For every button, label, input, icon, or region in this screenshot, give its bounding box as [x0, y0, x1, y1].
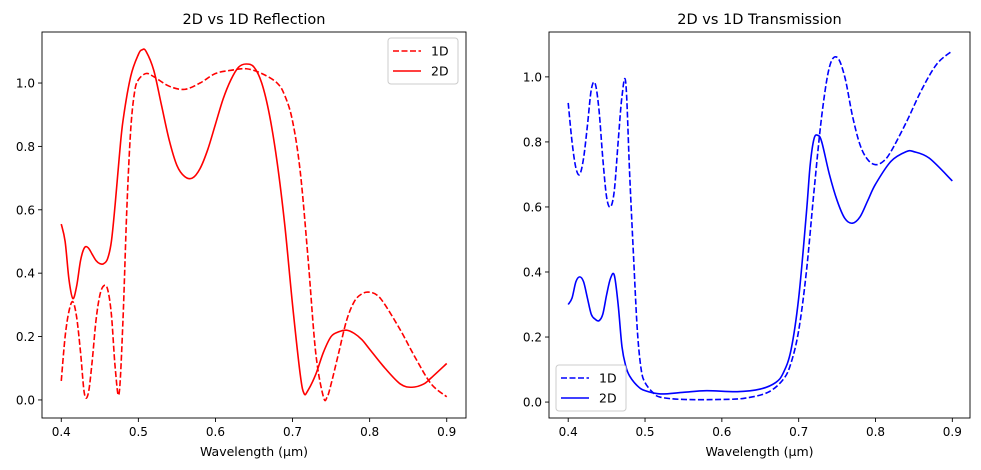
y-tick-label: 0.8	[16, 140, 35, 154]
axes-frame	[548, 31, 971, 419]
x-tick-label: 0.7	[283, 425, 302, 439]
subplot-reflection: 0.4 0.5 0.6 0.7 0.8 0.9 0.0 0.2 0.4 0.6 0.8 1.0 2D v…	[16, 12, 467, 459]
y-tick-label: 0.2	[16, 330, 35, 344]
legend-label: 1D	[431, 44, 449, 59]
y-tick-label: 0.0	[523, 396, 542, 410]
x-tick-label: 0.4	[52, 425, 71, 439]
y-tick-label: 0.0	[16, 393, 35, 407]
y-tick-label: 1.0	[523, 70, 542, 84]
legend-label: 1D	[599, 371, 617, 386]
chart-title: 2D vs 1D Reflection	[183, 12, 326, 28]
y-tick-label: 0.6	[16, 203, 35, 217]
axes-frame	[41, 31, 467, 419]
x-tick-label: 0.5	[635, 425, 654, 439]
x-tick-label: 0.9	[437, 425, 456, 439]
y-tick-label: 0.4	[16, 267, 35, 281]
y-tick-label: 0.6	[523, 200, 542, 214]
x-tick-label: 0.4	[559, 425, 578, 439]
y-tick-label: 0.8	[523, 135, 542, 149]
series-line-2d	[60, 48, 448, 396]
y-tick-label: 0.2	[523, 331, 542, 345]
legend-label: 2D	[431, 64, 449, 79]
x-tick-label: 0.6	[712, 425, 731, 439]
legend-box	[555, 364, 627, 412]
legend-box	[387, 37, 459, 85]
x-tick-label: 0.6	[206, 425, 225, 439]
series-line-2d	[567, 134, 953, 395]
series-line-1d	[60, 67, 448, 402]
x-tick-label: 0.8	[360, 425, 379, 439]
y-tick-label: 0.4	[523, 265, 542, 279]
x-tick-label: 0.5	[129, 425, 148, 439]
chart-title: 2D vs 1D Transmission	[677, 12, 841, 28]
y-tick-label: 1.0	[16, 77, 35, 91]
series-line-1d	[567, 50, 953, 401]
x-tick-label: 0.7	[789, 425, 808, 439]
x-tick-label: 0.9	[943, 425, 962, 439]
subplot-transmission: 0.4 0.5 0.6 0.7 0.8 0.9 0.0 0.2 0.4 0.6 0.8 1.0 2D v…	[523, 12, 971, 459]
x-tick-label: 0.8	[866, 425, 885, 439]
x-axis-label: Wavelength (µm)	[705, 444, 813, 459]
legend-label: 2D	[599, 391, 617, 406]
x-axis-label: Wavelength (µm)	[200, 444, 308, 459]
